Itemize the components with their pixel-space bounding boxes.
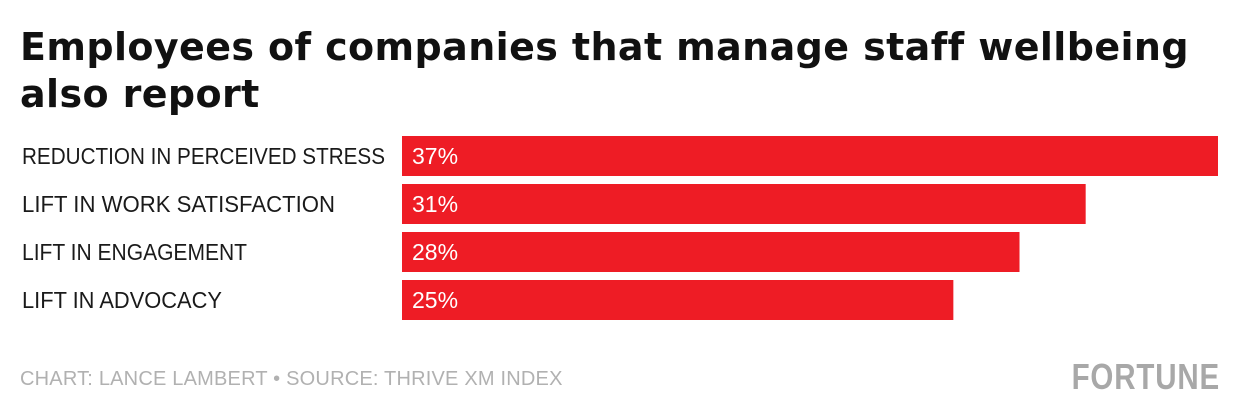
chart-credit: CHART: LANCE LAMBERT • SOURCE: THRIVE XM… bbox=[20, 368, 563, 390]
fortune-logo: FORTUNE bbox=[1071, 356, 1220, 397]
bar bbox=[402, 136, 1218, 176]
category-label: LIFT IN ENGAGEMENT bbox=[22, 239, 247, 265]
category-label: LIFT IN ADVOCACY bbox=[22, 287, 222, 313]
bar bbox=[402, 232, 1020, 272]
bar-value-label: 25% bbox=[412, 287, 458, 313]
bar bbox=[402, 184, 1086, 224]
chart-title: Employees of companies that manage staff… bbox=[20, 25, 1189, 116]
bar bbox=[402, 280, 954, 320]
category-label: REDUCTION IN PERCEIVED STRESS bbox=[22, 143, 385, 169]
bar-value-label: 31% bbox=[412, 191, 458, 217]
bar-chart: REDUCTION IN PERCEIVED STRESS 37% LIFT IN … bbox=[22, 136, 1218, 320]
bar-value-label: 28% bbox=[412, 239, 458, 265]
category-label: LIFT IN WORK SATISFACTION bbox=[22, 191, 335, 217]
bar-value-label: 37% bbox=[412, 143, 458, 169]
